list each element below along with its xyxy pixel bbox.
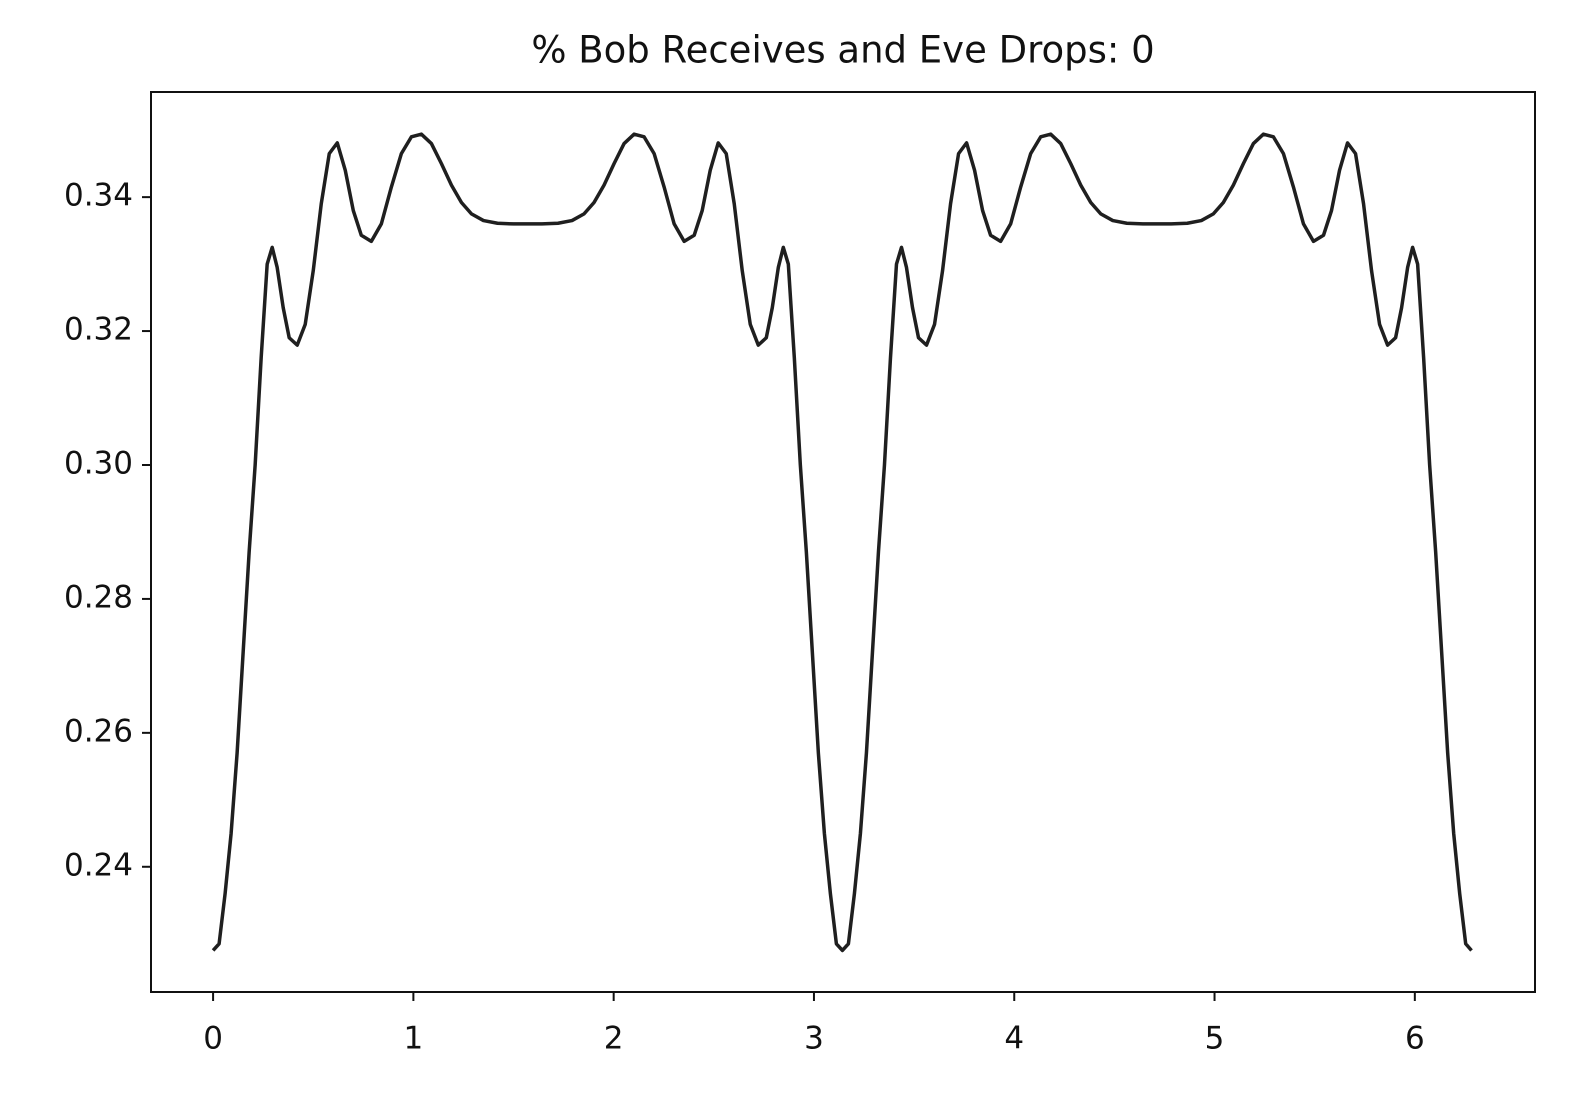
data-line [211,132,1473,953]
x-tick-label: 0 [203,1021,223,1057]
chart-title: % Bob Receives and Eve Drops: 0 [531,29,1154,72]
x-tick-label: 1 [404,1021,424,1057]
y-tick-label: 0.32 [64,312,133,348]
y-tick-label: 0.24 [64,847,133,883]
y-tick-label: 0.30 [64,445,133,481]
y-tick-label: 0.28 [64,579,133,615]
x-tick-label: 2 [604,1021,624,1057]
x-tick-label: 4 [1004,1021,1024,1057]
y-tick-label: 0.34 [64,178,133,214]
x-tick-label: 6 [1405,1021,1425,1057]
x-tick-label: 5 [1205,1021,1225,1057]
x-tick-label: 3 [804,1021,824,1057]
y-tick-label: 0.26 [64,713,133,749]
axes-frame [150,91,1536,993]
